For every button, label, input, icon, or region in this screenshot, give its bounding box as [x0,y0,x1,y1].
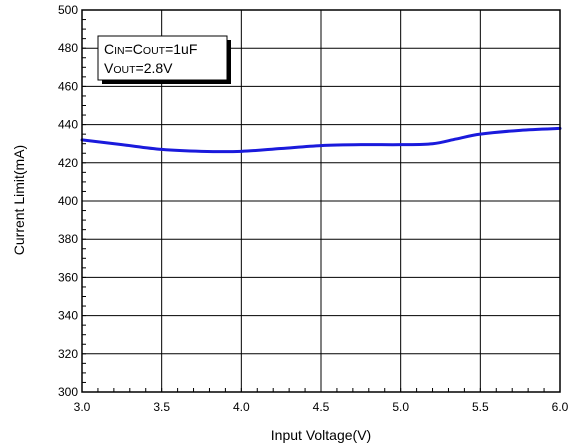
y-tick-label: 340 [58,309,78,323]
x-tick-label: 4.5 [313,400,330,414]
y-tick-labels: 300 320 340 360 380 400 420 440 460 480 500 [58,3,78,399]
y-tick-label: 500 [58,3,78,17]
x-tick-label: 5.0 [392,400,409,414]
y-tick-label: 460 [58,79,78,93]
x-tick-label: 3.5 [153,400,170,414]
x-tick-label: 3.0 [74,400,91,414]
grid-lines [81,9,561,393]
y-tick-label: 360 [58,270,78,284]
annotation-line-2: VOUT=2.8V [104,60,173,76]
y-tick-label: 380 [58,232,78,246]
x-axis-label: Input Voltage(V) [271,427,371,443]
plot-frame [81,9,561,393]
y-tick-label: 420 [58,156,78,170]
annotation-line-1: CIN=COUT=1uF [104,41,197,57]
annotation-box: CIN=COUT=1uF VOUT=2.8V [97,35,231,84]
y-tick-label: 320 [58,347,78,361]
y-tick-label: 440 [58,118,78,132]
x-tick-labels: 3.0 3.5 4.0 4.5 5.0 5.5 6.0 [74,400,569,414]
y-axis-label: Current Limit(mA) [11,145,27,255]
x-tick-label: 4.0 [233,400,250,414]
y-tick-label: 400 [58,194,78,208]
y-tick-label: 300 [58,385,78,399]
plot-area [80,126,562,154]
x-tick-label: 6.0 [552,400,569,414]
y-tick-label: 480 [58,41,78,55]
x-tick-label: 5.5 [472,400,489,414]
series-line [80,126,562,154]
